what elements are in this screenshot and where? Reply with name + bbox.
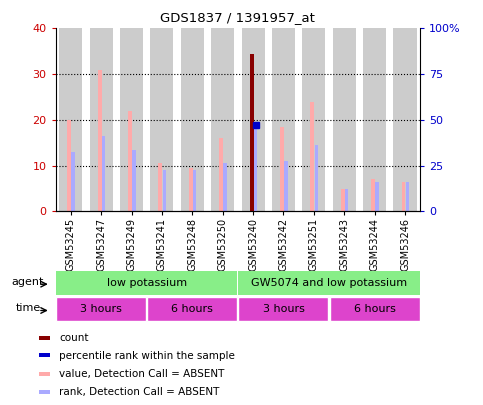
Bar [272,28,295,211]
Bar [147,297,237,321]
Text: GW5074 and low potassium: GW5074 and low potassium [251,278,407,288]
Text: rank, Detection Call = ABSENT: rank, Detection Call = ABSENT [59,387,220,397]
Bar [132,149,136,211]
Bar [406,182,409,211]
Bar [250,124,254,211]
Bar [242,28,265,211]
Bar [150,28,173,211]
Bar [181,28,204,211]
Bar [401,182,405,211]
Bar [98,70,101,211]
Bar [158,163,162,211]
Text: 3 hours: 3 hours [80,304,122,314]
Bar [224,163,227,211]
Bar [311,102,314,211]
Bar [302,28,326,211]
Text: percentile rank within the sample: percentile rank within the sample [59,351,235,360]
Bar [89,28,113,211]
Bar [363,28,386,211]
Bar [341,189,345,211]
Bar [333,28,356,211]
Bar [59,28,82,211]
Bar [284,161,287,211]
Text: time: time [15,303,41,313]
Bar [280,127,284,211]
Bar [254,126,257,211]
Title: GDS1837 / 1391957_at: GDS1837 / 1391957_at [160,11,315,24]
Bar [239,271,420,295]
Text: 3 hours: 3 hours [263,304,304,314]
Bar [371,179,375,211]
Bar [56,271,237,295]
Bar [39,336,50,340]
Text: 6 hours: 6 hours [171,304,213,314]
Bar [193,170,197,211]
Bar [345,189,348,211]
Bar [56,297,146,321]
Bar [375,182,379,211]
Text: agent: agent [12,277,44,287]
Bar [189,168,193,211]
Bar [163,170,166,211]
Bar [254,124,257,211]
Bar [102,136,105,211]
Bar [67,120,71,211]
Text: count: count [59,333,89,343]
Bar [394,28,416,211]
Bar [211,28,234,211]
Bar [39,372,50,375]
Text: value, Detection Call = ABSENT: value, Detection Call = ABSENT [59,369,225,379]
Bar [128,111,132,211]
Bar [71,152,75,211]
Bar [39,354,50,357]
Bar [120,28,143,211]
Bar [330,297,420,321]
Text: 6 hours: 6 hours [354,304,396,314]
Text: low potassium: low potassium [107,278,187,288]
Bar [219,138,223,211]
Bar [250,53,254,211]
Bar [39,390,50,394]
Bar [239,297,328,321]
Bar [314,145,318,211]
